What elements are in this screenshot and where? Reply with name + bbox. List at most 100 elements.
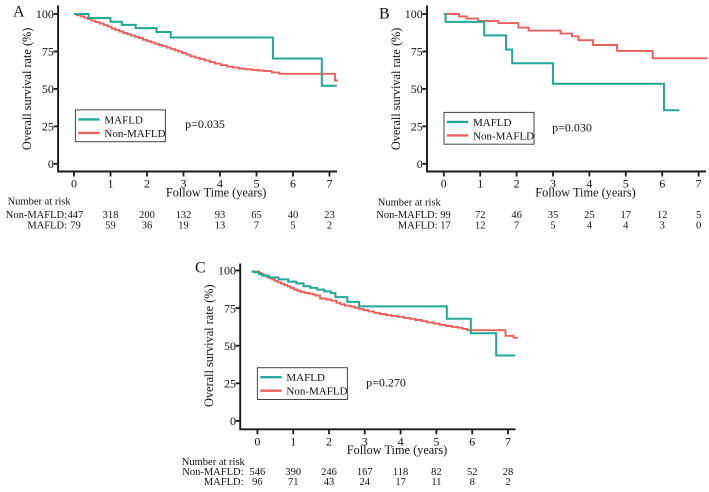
svg-text:1: 1: [290, 434, 296, 448]
svg-text:25: 25: [224, 377, 236, 391]
svg-text:100: 100: [218, 264, 236, 278]
svg-text:46: 46: [511, 210, 522, 221]
svg-text:p=0.035: p=0.035: [185, 117, 225, 131]
svg-text:4: 4: [587, 221, 593, 232]
svg-text:2: 2: [514, 176, 520, 190]
svg-text:Number at risk: Number at risk: [378, 198, 442, 209]
svg-text:3: 3: [550, 176, 556, 190]
svg-text:6: 6: [659, 176, 665, 190]
svg-text:99: 99: [440, 210, 451, 221]
svg-text:2: 2: [505, 477, 510, 488]
svg-text:Overall survival rate (%): Overall survival rate (%): [20, 28, 34, 151]
svg-text:Follow Time (years): Follow Time (years): [535, 185, 635, 199]
svg-text:A: A: [13, 4, 25, 21]
svg-text:0: 0: [71, 176, 77, 190]
svg-text:72: 72: [475, 210, 486, 221]
svg-text:35: 35: [548, 210, 559, 221]
svg-text:4: 4: [398, 434, 404, 448]
svg-text:5: 5: [623, 176, 629, 190]
svg-text:52: 52: [467, 467, 478, 478]
svg-text:MAFLD: MAFLD: [104, 114, 143, 126]
svg-text:p=0.270: p=0.270: [366, 375, 406, 389]
svg-text:Non-MAFLD:: Non-MAFLD:: [182, 467, 243, 478]
svg-text:MAFLD: MAFLD: [286, 372, 325, 384]
svg-text:3: 3: [181, 176, 187, 190]
svg-text:4: 4: [217, 176, 223, 190]
svg-text:11: 11: [431, 477, 441, 488]
svg-text:MAFLD:: MAFLD:: [27, 221, 67, 232]
svg-text:7: 7: [514, 221, 519, 232]
svg-text:2: 2: [326, 434, 332, 448]
svg-text:7: 7: [254, 221, 259, 232]
svg-text:5: 5: [696, 210, 701, 221]
svg-text:5: 5: [290, 221, 295, 232]
svg-text:4: 4: [623, 221, 629, 232]
svg-text:24: 24: [360, 477, 371, 488]
svg-text:246: 246: [321, 467, 337, 478]
svg-text:100: 100: [405, 7, 423, 21]
svg-text:Non-MAFLD: Non-MAFLD: [286, 386, 347, 398]
svg-text:7: 7: [505, 434, 511, 448]
svg-text:Non-MAFLD: Non-MAFLD: [473, 130, 534, 142]
svg-text:3: 3: [660, 221, 665, 232]
svg-text:36: 36: [142, 221, 153, 232]
svg-text:4: 4: [586, 176, 592, 190]
svg-text:Number at risk: Number at risk: [8, 197, 72, 208]
svg-text:75: 75: [411, 45, 423, 59]
svg-text:5: 5: [433, 434, 439, 448]
svg-text:1: 1: [108, 176, 114, 190]
svg-text:19: 19: [178, 221, 189, 232]
svg-text:Follow Time (years): Follow Time (years): [166, 185, 266, 199]
svg-text:93: 93: [215, 210, 226, 221]
svg-text:59: 59: [105, 221, 116, 232]
svg-text:65: 65: [251, 210, 262, 221]
svg-text:25: 25: [584, 210, 595, 221]
svg-text:318: 318: [103, 210, 119, 221]
svg-text:Overall survival rate (%): Overall survival rate (%): [389, 28, 403, 151]
svg-text:7: 7: [327, 176, 333, 190]
svg-text:C: C: [195, 259, 206, 276]
svg-text:71: 71: [288, 477, 299, 488]
svg-text:23: 23: [324, 210, 335, 221]
svg-text:132: 132: [176, 210, 192, 221]
svg-text:MAFLD:: MAFLD:: [398, 221, 438, 232]
svg-text:2: 2: [327, 221, 332, 232]
svg-text:13: 13: [215, 221, 226, 232]
svg-text:MAFLD:: MAFLD:: [204, 477, 244, 488]
svg-text:82: 82: [431, 467, 442, 478]
svg-text:167: 167: [357, 467, 373, 478]
svg-text:40: 40: [288, 210, 299, 221]
svg-text:1: 1: [477, 176, 483, 190]
svg-text:Follow Time (years): Follow Time (years): [347, 443, 447, 457]
svg-text:25: 25: [411, 120, 423, 134]
svg-text:6: 6: [469, 434, 475, 448]
svg-text:0: 0: [417, 157, 423, 171]
svg-text:12: 12: [657, 210, 668, 221]
svg-text:5: 5: [254, 176, 260, 190]
svg-text:75: 75: [224, 301, 236, 315]
svg-text:Non-MAFLD:: Non-MAFLD:: [376, 210, 437, 221]
svg-text:447: 447: [68, 210, 84, 221]
svg-text:17: 17: [621, 210, 632, 221]
svg-text:17: 17: [440, 221, 451, 232]
svg-text:100: 100: [36, 7, 54, 21]
svg-text:0: 0: [441, 176, 447, 190]
svg-text:96: 96: [252, 477, 263, 488]
svg-text:0: 0: [696, 221, 701, 232]
svg-text:5: 5: [550, 221, 555, 232]
svg-text:3: 3: [362, 434, 368, 448]
svg-text:50: 50: [411, 82, 423, 96]
svg-text:B: B: [379, 6, 390, 23]
svg-text:2: 2: [144, 176, 150, 190]
svg-text:546: 546: [250, 467, 266, 478]
svg-text:p=0.030: p=0.030: [552, 121, 592, 135]
svg-text:43: 43: [324, 477, 335, 488]
svg-text:0: 0: [254, 434, 260, 448]
svg-text:6: 6: [290, 176, 296, 190]
svg-text:Non-MAFLD: Non-MAFLD: [104, 128, 165, 140]
svg-text:MAFLD: MAFLD: [473, 117, 512, 129]
svg-text:0: 0: [230, 414, 236, 428]
svg-text:Number at risk: Number at risk: [182, 457, 246, 468]
svg-text:118: 118: [393, 467, 408, 478]
svg-text:79: 79: [70, 221, 81, 232]
